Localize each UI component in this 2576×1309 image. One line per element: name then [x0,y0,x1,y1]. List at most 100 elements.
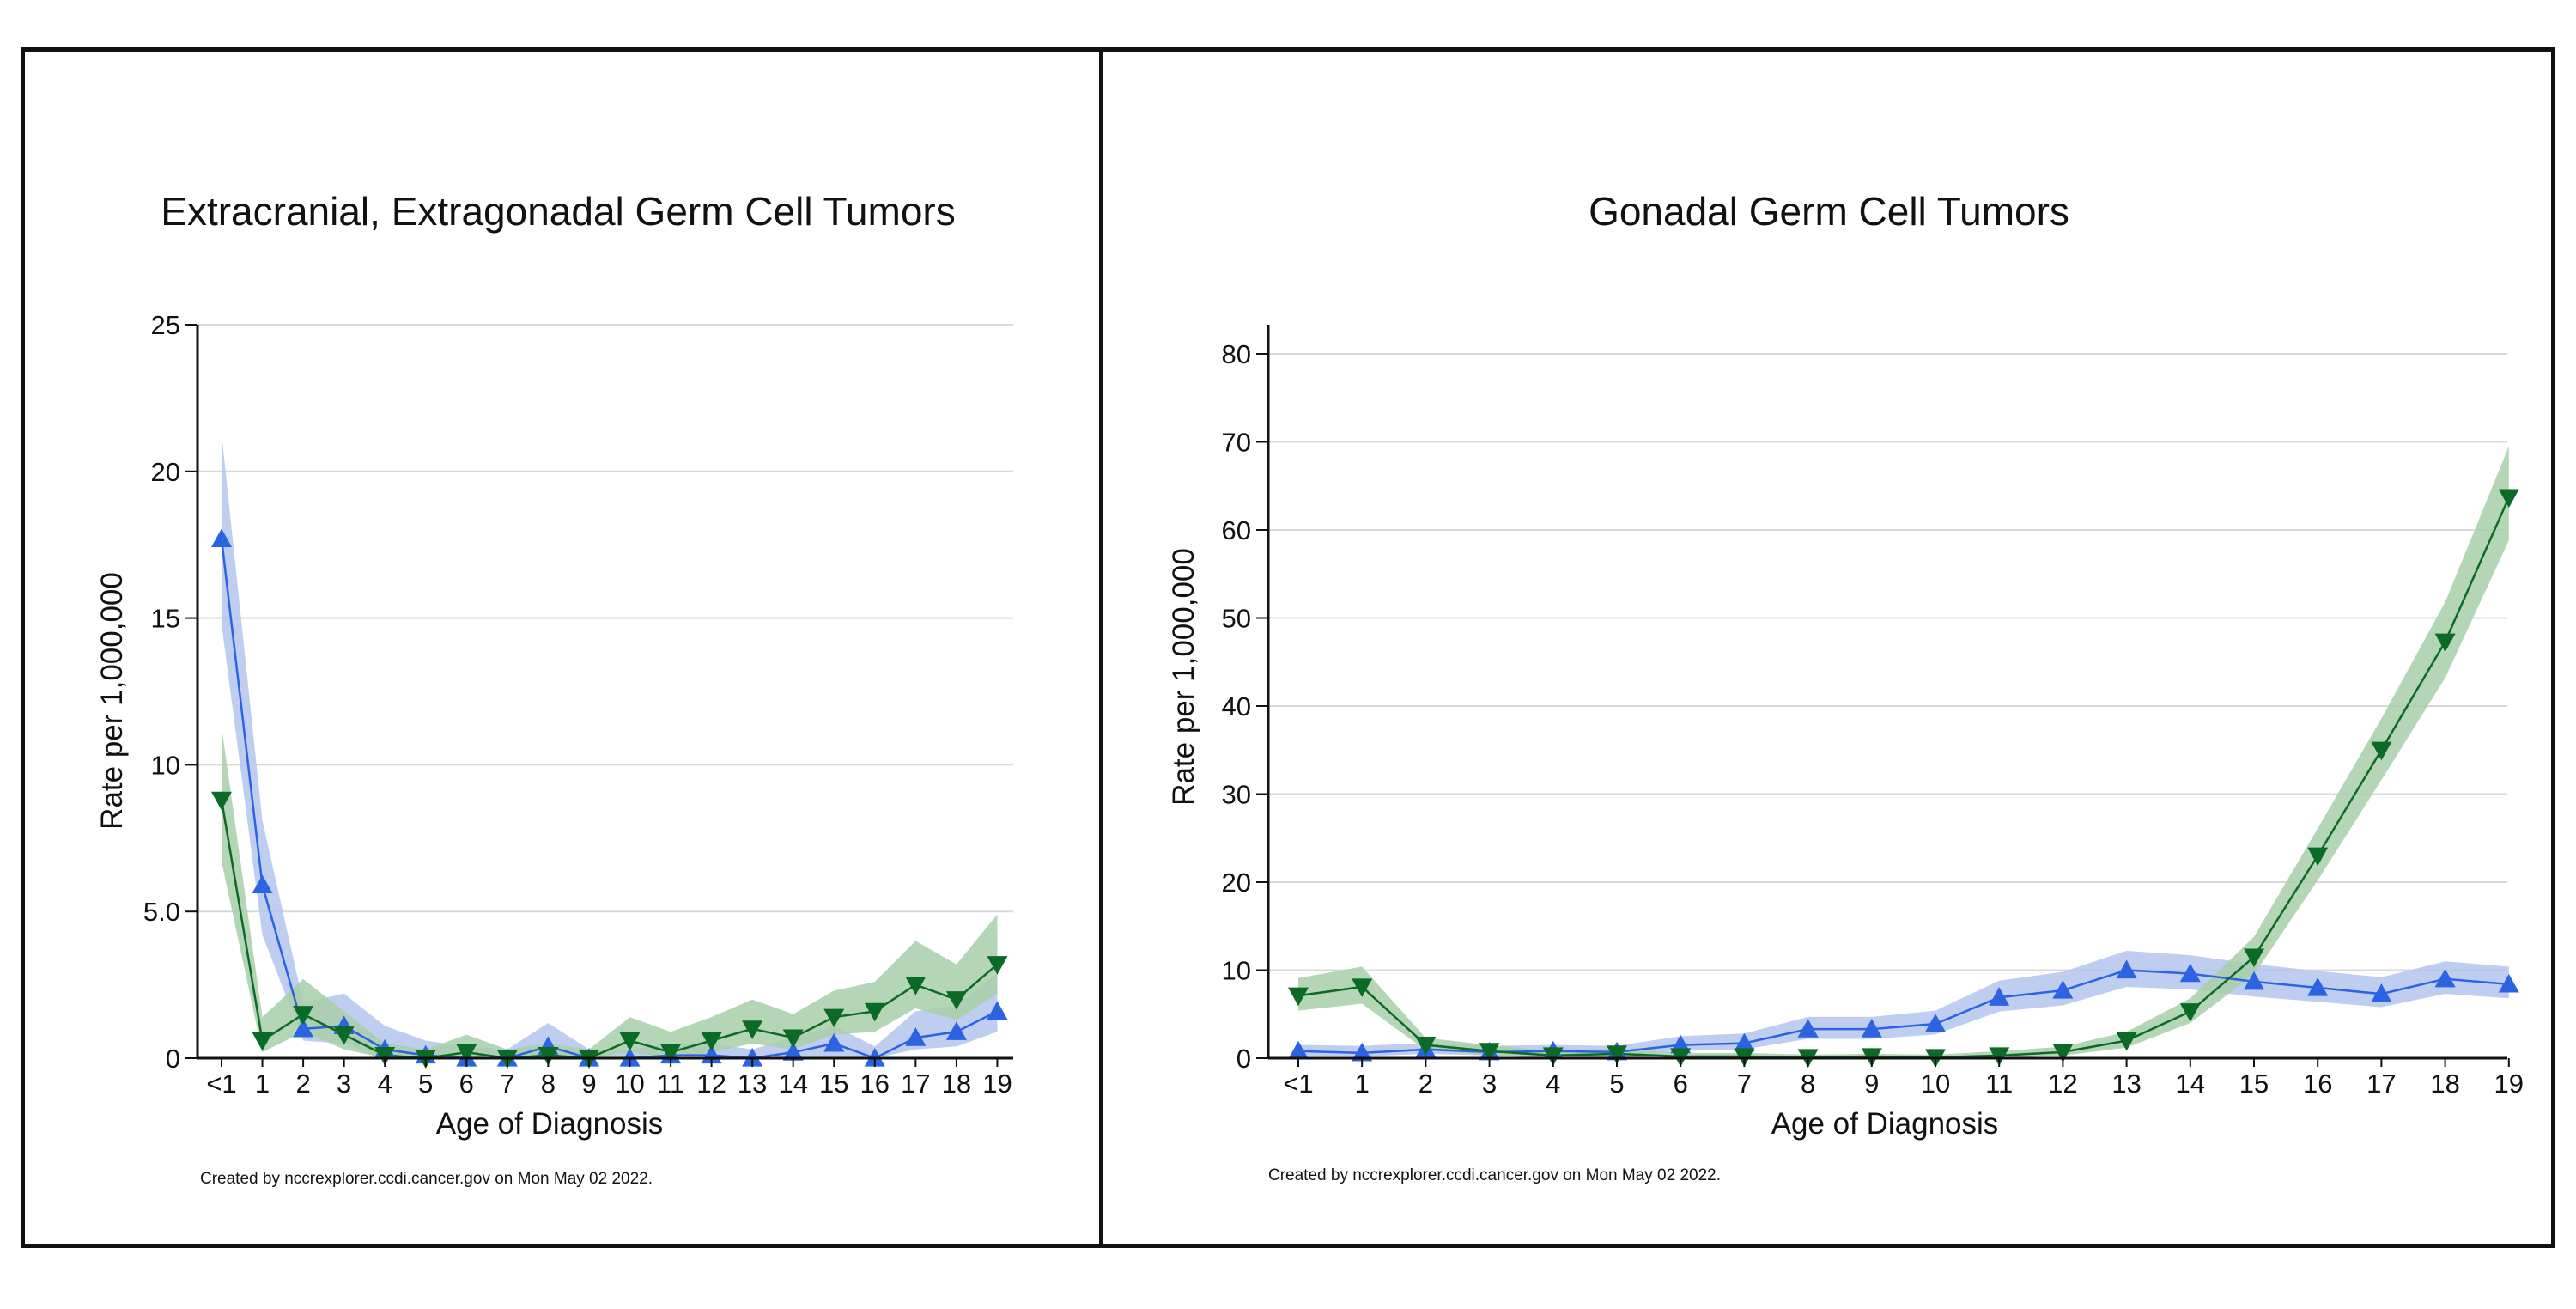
data-point-series-1 [2052,980,2074,999]
confidence-bands-2 [1298,446,2509,1058]
panel-divider [1099,47,1103,1248]
chart-title-1: Extracranial, Extragonadal Germ Cell Tum… [161,189,955,234]
axes-1 [185,324,1013,1067]
y-tick-label: 20 [151,457,180,487]
y-tick-label: 5.0 [143,897,180,927]
x-tick-label: 8 [1801,1069,1815,1099]
data-point-series-2 [945,991,967,1010]
x-tick-label: 3 [337,1069,351,1099]
y-axis-label-1: Rate per 1,000,000 [95,572,129,830]
data-point-series-2 [2116,1032,2137,1051]
y-tick-label: 70 [1222,428,1251,458]
y-tick-label: 0 [166,1044,180,1074]
y-tick-label: 15 [151,604,180,634]
x-tick-label: 13 [738,1069,767,1099]
data-point-series-2 [2434,633,2456,653]
x-tick-label: 15 [2239,1069,2269,1099]
x-axis-label-1: Age of Diagnosis [436,1107,664,1141]
x-tick-labels-1: <1 1 2 3 4 5 6 7 8 9 10 11 12 13 14 15 16 17 18 19 [206,1069,1012,1099]
data-point-series-1 [987,1001,1008,1020]
data-point-series-1 [2307,977,2329,996]
x-tick-label: 19 [982,1069,1012,1099]
x-tick-label: 1 [1355,1069,1370,1099]
x-tick-label: 5 [1609,1069,1624,1099]
data-point-series-1 [293,1018,314,1038]
y-tick-label: 40 [1222,691,1251,721]
data-point-series-1 [1352,1042,1373,1062]
gridlines-1 [197,324,1013,913]
x-tick-label: 1 [255,1069,270,1099]
data-point-series-2 [1415,1037,1437,1056]
confidence-band-series-1 [1298,950,2509,1056]
data-point-series-2 [333,1026,355,1045]
data-point-series-2 [1542,1047,1564,1066]
data-point-series-1 [905,1027,927,1046]
x-tick-label: 17 [2366,1069,2396,1099]
x-tick-label: 13 [2111,1069,2141,1099]
y-tick-label: 50 [1222,604,1251,634]
series-line-2 [220,800,999,1060]
y-tick-label: 60 [1222,515,1251,545]
axes-2 [1256,325,2510,1067]
x-tick-label: 10 [1921,1069,1950,1099]
confidence-bands-1 [222,433,998,1059]
x-axis-label-2: Age of Diagnosis [1771,1107,1999,1141]
confidence-band-series-2 [1298,446,2509,1058]
data-point-series-1 [945,1021,967,1040]
x-tick-label: 16 [860,1069,890,1099]
x-tick-labels-2: <1 1 2 3 4 5 6 7 8 9 10 11 12 13 14 15 16 17 18 19 [1283,1069,2524,1099]
y-tick-label: 0 [1236,1044,1251,1074]
x-tick-label: 19 [2494,1069,2524,1099]
x-tick-label: 9 [581,1069,596,1099]
data-point-series-2 [905,977,927,995]
data-point-series-2 [619,1032,641,1051]
x-tick-label: 2 [1419,1069,1433,1099]
data-point-series-2 [211,791,232,811]
data-point-series-2 [2371,741,2392,761]
data-point-series-2 [2244,948,2264,968]
data-point-series-1 [1861,1019,1882,1038]
data-point-series-1 [2434,968,2456,988]
data-point-series-2 [823,1008,845,1028]
data-point-series-2 [1352,978,1373,997]
x-tick-label: 11 [1985,1069,2013,1099]
x-tick-label: 11 [657,1069,684,1099]
data-point-series-1 [2244,971,2264,990]
data-point-series-2 [1989,1047,2010,1066]
y-tick-labels-1: 0 5.0 10 15 20 25 [143,310,180,1074]
x-tick-label: 3 [1482,1069,1497,1099]
data-point-series-1 [2179,963,2201,983]
x-tick-label: 14 [2176,1069,2205,1099]
data-point-series-2 [742,1020,763,1039]
data-point-series-2 [252,1032,273,1051]
data-point-series-2 [2498,489,2519,508]
x-tick-label: 2 [295,1069,310,1099]
x-tick-label: 15 [819,1069,848,1099]
data-point-series-1 [1734,1032,1755,1052]
data-point-series-2 [293,1006,314,1025]
confidence-band-series-2 [222,726,998,1058]
x-tick-label: 12 [2048,1069,2077,1099]
x-tick-label: 4 [1546,1069,1560,1099]
y-tick-label: 25 [151,310,180,340]
credit-text-2: Created by nccrexplorer.ccdi.cancer.gov … [1268,1166,1721,1184]
x-tick-label: <1 [1283,1069,1313,1099]
data-point-series-2 [987,956,1008,975]
data-point-series-1 [823,1032,845,1052]
x-tick-label: <1 [206,1069,236,1099]
x-tick-label: 6 [459,1069,474,1099]
x-tick-label: 10 [615,1069,644,1099]
x-tick-label: 8 [541,1069,556,1099]
data-point-series-1 [211,528,232,547]
data-point-series-2 [374,1046,396,1066]
data-point-series-1 [1925,1014,1946,1032]
y-tick-label: 20 [1222,868,1251,898]
data-point-series-2 [782,1029,804,1049]
x-tick-label: 12 [696,1069,726,1099]
series-markers-2 [1288,489,2519,1068]
gridlines-2 [1268,353,2507,971]
data-point-series-2 [2179,1003,2201,1022]
data-point-series-1 [782,1042,804,1061]
data-point-series-2 [538,1046,559,1066]
